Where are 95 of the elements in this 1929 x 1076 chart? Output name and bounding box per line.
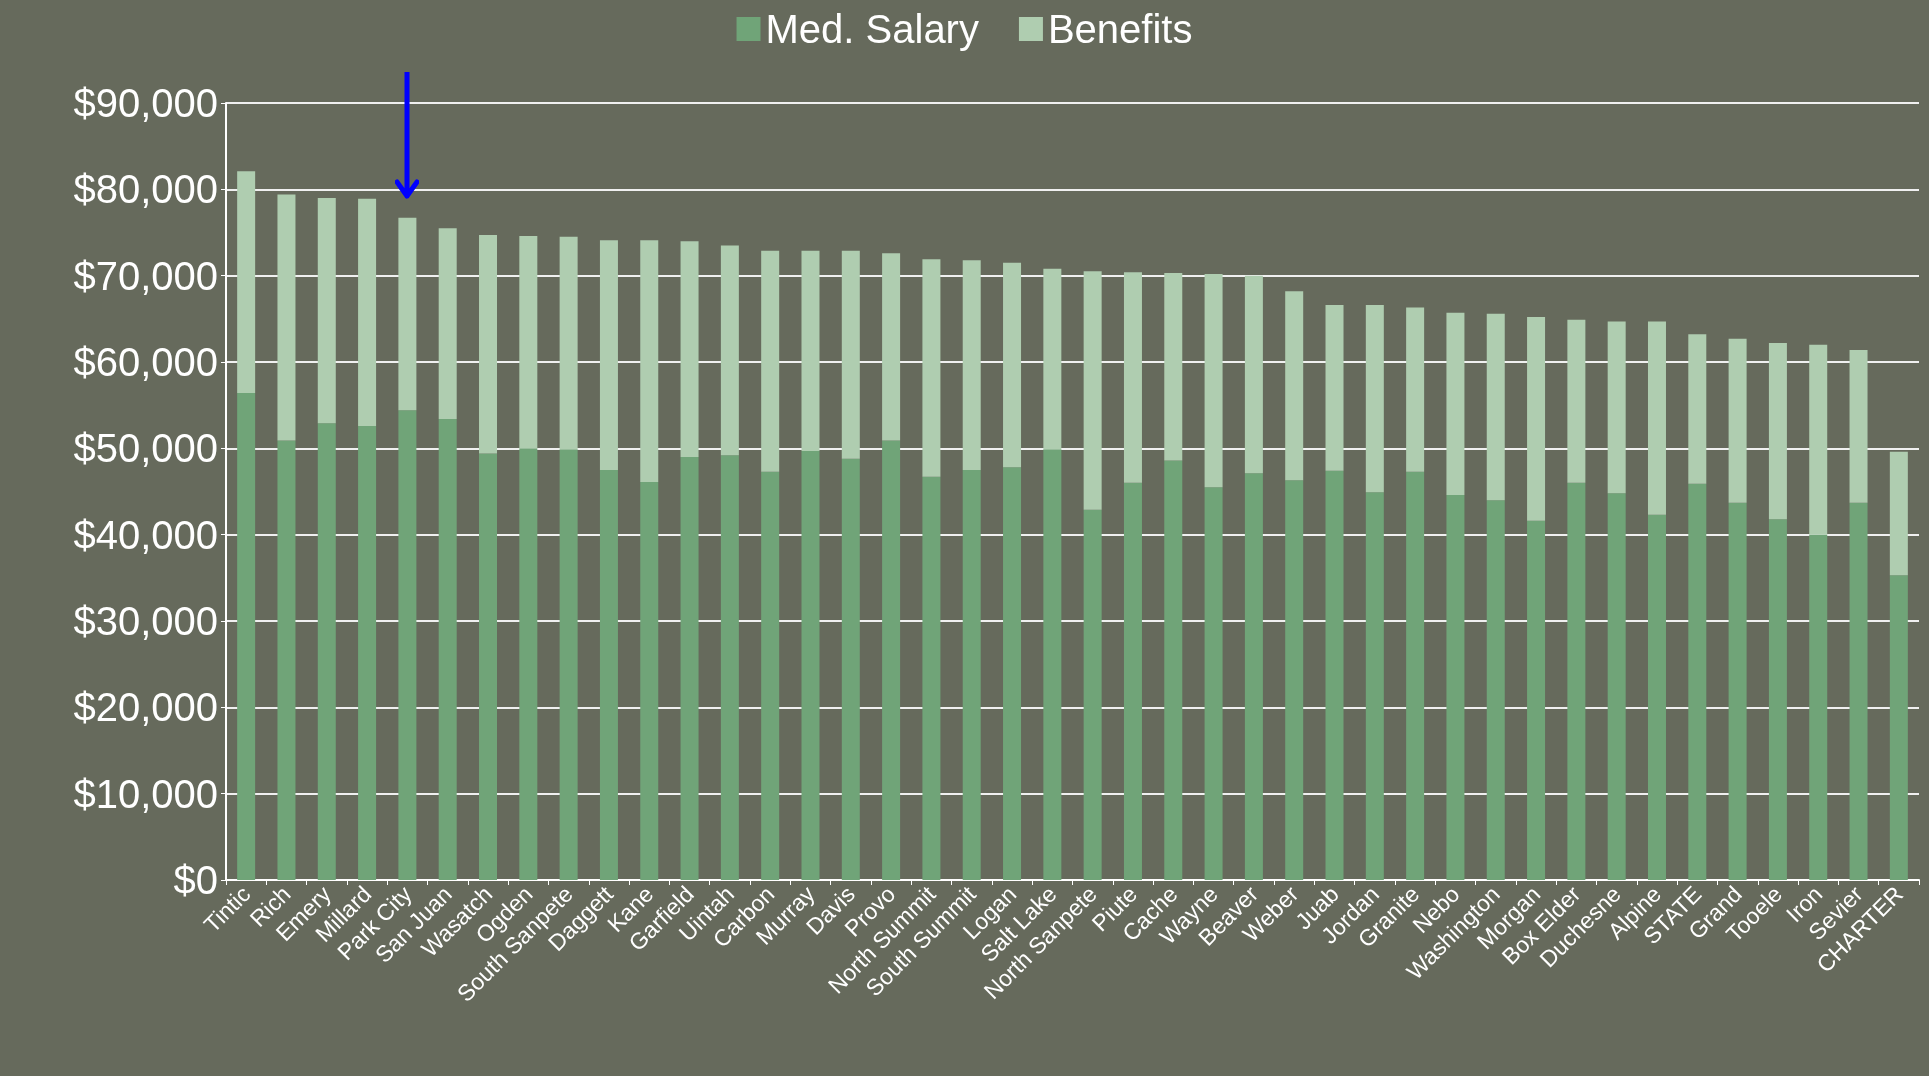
bar — [1123, 272, 1142, 483]
y-tick-label: $70,000 — [73, 253, 218, 298]
bar — [640, 240, 659, 482]
bar — [922, 476, 941, 880]
y-tick-label: $50,000 — [73, 426, 218, 471]
bar — [801, 250, 820, 451]
bar — [640, 482, 659, 880]
bar — [438, 228, 457, 419]
bar — [358, 198, 377, 426]
bar — [237, 171, 256, 394]
bar — [1043, 268, 1062, 450]
bar — [1809, 534, 1828, 880]
bar — [680, 456, 699, 880]
bar — [1365, 492, 1384, 880]
bar — [398, 410, 417, 880]
bar — [1446, 494, 1465, 880]
bar — [1083, 271, 1102, 510]
bar — [317, 423, 336, 880]
bar — [1688, 483, 1707, 880]
bar — [1728, 338, 1747, 503]
legend-label: Benefits — [1047, 7, 1193, 51]
bar — [1043, 449, 1062, 880]
bar — [1365, 305, 1384, 493]
y-tick-label: $30,000 — [73, 599, 218, 643]
bar — [1647, 514, 1666, 880]
y-tick-label: $90,000 — [73, 81, 218, 125]
bar — [1325, 305, 1344, 471]
bar — [1123, 482, 1142, 880]
bar — [801, 450, 820, 880]
bar — [1728, 502, 1747, 880]
bar — [559, 236, 578, 450]
bar — [1527, 520, 1546, 880]
bar — [761, 250, 780, 472]
bar — [1647, 321, 1666, 515]
bar — [1446, 312, 1465, 495]
bar — [1607, 493, 1626, 880]
bar — [599, 469, 618, 880]
bar — [479, 453, 498, 880]
bar — [1164, 460, 1183, 880]
bar — [1285, 291, 1304, 481]
bar — [398, 217, 417, 411]
bar — [761, 471, 780, 880]
bar — [922, 259, 941, 477]
legend-label: Med. Salary — [765, 7, 979, 51]
bar — [962, 260, 981, 470]
bar — [1486, 500, 1505, 880]
bar — [1527, 317, 1546, 521]
bar — [1607, 321, 1626, 494]
bar — [1486, 313, 1505, 501]
y-tick-label: $10,000 — [73, 771, 218, 816]
bar — [1768, 519, 1787, 880]
bar — [1204, 273, 1223, 488]
bar — [1849, 349, 1868, 503]
bar — [479, 235, 498, 454]
y-tick-label: $60,000 — [73, 340, 218, 384]
bar — [438, 418, 457, 880]
bar — [1244, 473, 1263, 880]
bar — [599, 240, 618, 470]
bar — [962, 469, 981, 880]
bar — [720, 245, 739, 456]
bar — [1849, 502, 1868, 880]
bar — [882, 440, 901, 880]
bar — [680, 241, 699, 457]
bar — [559, 449, 578, 880]
bar — [1406, 307, 1425, 472]
bar — [1768, 343, 1787, 520]
bar — [358, 425, 377, 880]
bar — [1889, 451, 1908, 576]
bar — [1164, 273, 1183, 461]
bar — [1244, 275, 1263, 474]
bar — [841, 250, 860, 459]
bar — [1889, 575, 1908, 880]
bar — [1083, 509, 1102, 880]
bar — [1204, 487, 1223, 880]
bar — [519, 235, 538, 449]
bar — [277, 440, 296, 880]
y-tick-label: $40,000 — [73, 512, 218, 557]
y-tick-label: $20,000 — [73, 685, 218, 730]
bar — [1003, 467, 1022, 880]
bar — [277, 194, 296, 441]
bar — [237, 393, 256, 880]
bar — [1567, 319, 1586, 483]
bar — [1688, 334, 1707, 484]
bar — [317, 197, 336, 424]
bar — [1003, 262, 1022, 468]
bar — [841, 458, 860, 880]
bar — [882, 253, 901, 441]
bar — [1809, 344, 1828, 535]
bar — [1406, 471, 1425, 880]
y-tick-label: $80,000 — [73, 167, 218, 212]
bar — [1567, 482, 1586, 880]
bar — [1285, 480, 1304, 880]
bar — [1325, 470, 1344, 880]
bar — [720, 455, 739, 880]
bar — [519, 448, 538, 880]
